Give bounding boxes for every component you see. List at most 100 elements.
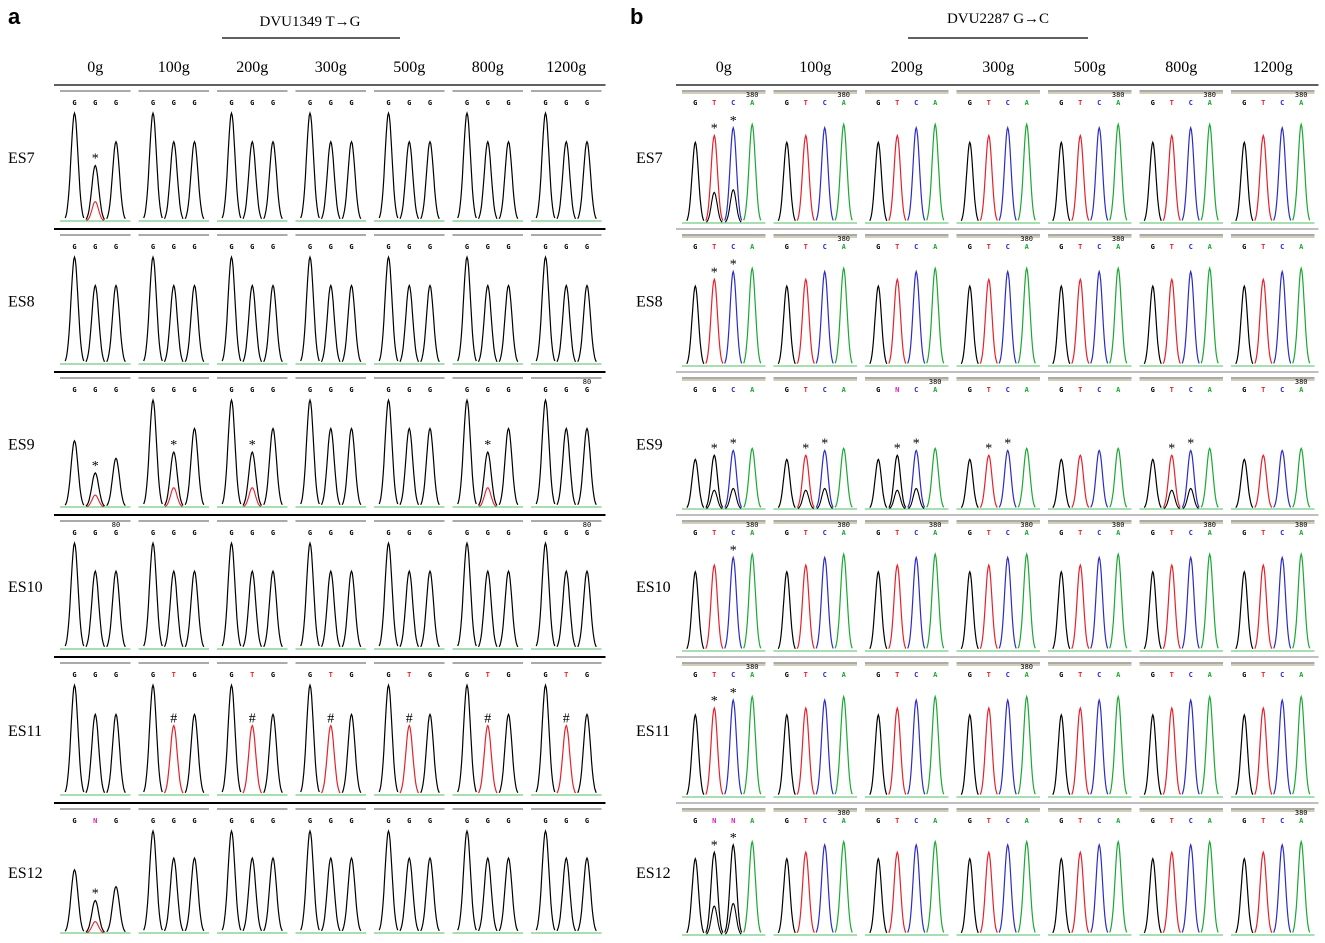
base-call-letter: C [731,386,735,394]
trace-peak [1273,269,1292,364]
panel-a-row-label: ES8 [8,294,35,311]
trace-peak [242,450,263,506]
base-call-letter: G [1059,386,1063,394]
trace-peak [106,712,126,794]
base-call-letter: G [968,386,972,394]
panel-b-column-header: 1200g [1253,59,1293,76]
trace-peak [577,283,597,363]
trace-peak [498,140,519,220]
trace-peak [1181,842,1200,933]
trace-peak [815,125,834,221]
base-call-letter: G [428,817,432,825]
trace-peak [1017,552,1036,649]
trace-peak [1273,697,1292,795]
trace-peak [263,140,283,220]
panel-a-trace-cell: G T G # [374,662,445,796]
base-call-letter: A [1116,386,1121,394]
panel-b-column-header: 500g [1074,59,1106,76]
panel-a-trace-cell: G G G * [138,377,209,508]
trace-peak [477,569,498,648]
trace-peak [888,563,907,649]
base-call-letter: C [1280,243,1284,251]
trace-peak [834,552,853,649]
panel-a-row-label: ES10 [8,579,43,596]
base-call-letter: G [349,671,353,679]
trace-peak [1052,140,1071,222]
sequence-position-label: 380 [746,663,759,671]
panel-a-column-header: 500g [393,59,425,76]
trace-peak [341,140,362,220]
trace-peak [1292,839,1311,933]
trace-peak [263,283,283,363]
trace-peak [1071,850,1090,933]
trace-peak [399,569,420,648]
base-call-letter: G [93,529,97,537]
base-call-letter: G [1151,243,1155,251]
trace-peak [64,111,85,219]
trace-peak [815,555,834,649]
trace-peak [834,839,853,933]
trace-peak [1235,140,1254,222]
trace-peak [420,283,440,363]
trace-peak [64,541,85,647]
trace-peak [1017,122,1036,221]
trace-peak [1017,694,1036,795]
panel-a-trace-cell: G T G # [217,662,288,796]
base-call-letter: A [1025,243,1030,251]
base-call-letter: C [1006,529,1010,537]
base-call-letter: T [987,529,991,537]
trace-secondary-peak [725,487,742,509]
base-call-letter: A [1116,243,1121,251]
sequence-position-label: 380 [1112,91,1125,99]
trace-peak [1200,446,1219,508]
trace-peak [686,856,705,934]
trace-peak [420,426,440,506]
trace-peak [184,856,205,932]
base-call-letter: C [914,243,918,251]
panel-b-column-header: 200g [891,59,923,76]
trace-peak [457,829,477,931]
base-call-letter: G [386,243,390,251]
base-call-letter: A [1116,529,1121,537]
trace-peak [577,856,597,932]
base-call-letter: G [564,243,568,251]
panel-b-row-label: ES11 [636,723,670,740]
trace-peak [834,122,853,221]
base-call-letter: G [506,529,510,537]
trace-peak [263,712,283,794]
base-call-letter: G [1242,99,1246,107]
base-call-letter: C [1189,99,1193,107]
base-call-letter: T [712,671,716,679]
trace-peak [724,269,743,364]
trace-peak [1017,446,1036,508]
base-call-letter: G [349,243,353,251]
base-call-letter: C [914,817,918,825]
trace-peak [143,255,163,362]
trace-peak [743,694,762,795]
panel-a-trace-cell: G G G * [60,377,131,508]
trace-peak [1109,446,1128,508]
panel-a-trace-cell: G G G80 [60,520,131,650]
base-call-letter: G [151,671,155,679]
trace-peak [869,458,888,508]
trace-peak [320,283,341,363]
base-call-letter: G [1242,386,1246,394]
heterozygous-star-marker: * [711,441,718,456]
trace-peak [143,541,163,647]
trace-peak [184,283,205,363]
base-call-letter: G [564,817,568,825]
trace-peak [834,446,853,508]
heterozygous-star-marker: * [711,838,718,853]
panel-a-trace-cell: G T G # [138,662,209,796]
trace-peak [1254,563,1273,649]
